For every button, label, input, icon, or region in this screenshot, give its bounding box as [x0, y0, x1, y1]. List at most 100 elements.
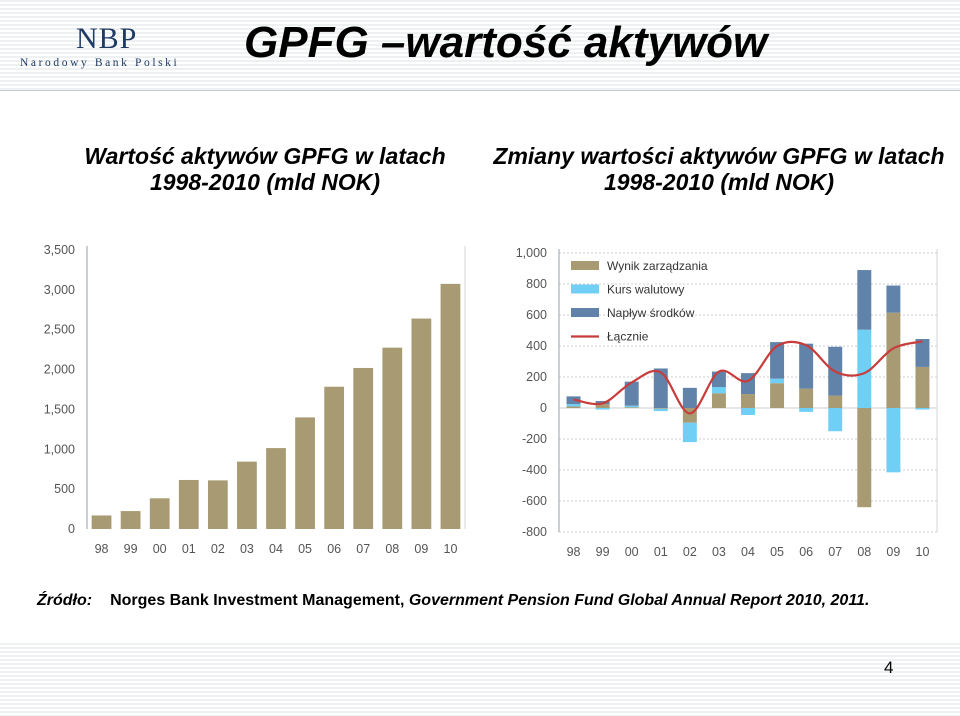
- x-tick-label: 01: [182, 542, 196, 556]
- management-result-bar: [653, 408, 668, 409]
- inflow-bar: [711, 371, 726, 388]
- y-tick-label: 1,500: [44, 402, 75, 416]
- y-tick-label: 0: [68, 522, 75, 536]
- asset-bar: [149, 498, 170, 529]
- y-tick-label: 2,000: [44, 363, 75, 377]
- x-tick-label: 02: [211, 542, 225, 556]
- currency-effect-bar: [711, 387, 726, 394]
- y-tick-label: 1,000: [516, 246, 547, 260]
- currency-effect-bar: [741, 408, 755, 415]
- x-tick-label: 05: [770, 545, 784, 559]
- legend-label: Napływ środków: [607, 306, 695, 320]
- total-change-line: [573, 340, 923, 415]
- asset-bar: [324, 386, 345, 529]
- y-tick-label: 400: [526, 339, 547, 353]
- inflow-bar: [915, 339, 930, 367]
- x-tick-label: 09: [414, 542, 428, 556]
- currency-effect-bar: [653, 408, 668, 412]
- currency-effect-bar: [799, 408, 814, 412]
- asset-bar: [295, 417, 315, 529]
- inflow-bar: [799, 343, 814, 389]
- source-text-2: Government Pension Fund Global Annual Re…: [408, 592, 822, 609]
- y-tick-label: 600: [526, 308, 547, 322]
- logo-text: NBP: [76, 22, 138, 55]
- asset-bar: [411, 318, 432, 529]
- legend-label: Łącznie: [607, 330, 649, 344]
- currency-effect-bar: [566, 404, 581, 407]
- asset-bar: [207, 480, 228, 529]
- inflow-bar: [653, 368, 668, 408]
- asset-bar: [353, 367, 374, 529]
- y-tick-label: 500: [54, 482, 75, 496]
- y-tick-label: 3,000: [44, 283, 75, 297]
- management-result-bar: [828, 395, 843, 408]
- y-tick-label: 2,500: [44, 323, 75, 337]
- header-band: [0, 0, 960, 90]
- currency-effect-bar: [682, 422, 697, 443]
- page-number: 4: [884, 658, 894, 677]
- inflow-bar: [886, 285, 901, 313]
- y-tick-label: 200: [526, 370, 547, 384]
- x-tick-label: 99: [596, 545, 610, 559]
- x-tick-label: 05: [298, 542, 312, 556]
- source-note: Źródło: Norges Bank Investment Management…: [37, 592, 869, 610]
- x-tick-label: 08: [385, 542, 399, 556]
- logo-subtitle: Narodowy Bank Polski: [20, 57, 180, 69]
- currency-effect-bar: [770, 378, 785, 384]
- x-tick-label: 98: [95, 542, 109, 556]
- footer-band: [0, 643, 960, 716]
- management-result-bar: [770, 383, 785, 408]
- x-tick-label: 08: [857, 545, 871, 559]
- x-tick-label: 03: [240, 542, 254, 556]
- source-label: Źródło:: [37, 592, 93, 609]
- x-tick-label: 03: [712, 545, 726, 559]
- management-result-bar: [566, 406, 581, 408]
- management-result-bar: [857, 408, 872, 508]
- currency-effect-bar: [915, 408, 930, 410]
- x-tick-label: 10: [444, 542, 458, 556]
- x-tick-label: 01: [654, 545, 668, 559]
- x-tick-label: 07: [356, 542, 370, 556]
- asset-bar: [440, 283, 461, 529]
- management-result-bar: [711, 393, 726, 408]
- x-tick-label: 98: [567, 545, 581, 559]
- left-chart-title: Wartość aktywów GPFG w latach 1998-2010 …: [84, 143, 446, 195]
- y-tick-label: -600: [522, 494, 547, 508]
- x-tick-label: 02: [683, 545, 697, 559]
- x-tick-label: 06: [327, 542, 341, 556]
- x-tick-label: 06: [799, 545, 813, 559]
- x-tick-label: 04: [269, 542, 283, 556]
- asset-bar: [91, 515, 112, 529]
- currency-effect-bar: [886, 408, 901, 473]
- y-tick-label: 3,500: [44, 243, 75, 257]
- asset-bar: [178, 479, 199, 529]
- x-tick-label: 07: [828, 545, 842, 559]
- legend-label: Wynik zarządzania: [607, 259, 708, 273]
- asset-bar: [266, 448, 286, 529]
- source-text-3: , 2011.: [821, 592, 870, 609]
- management-result-bar: [915, 366, 930, 408]
- legend-swatch: [571, 261, 599, 270]
- management-result-bar: [624, 407, 639, 408]
- source-text-1: Norges Bank Investment Management,: [110, 592, 409, 609]
- page-title: GPFG –wartość aktywów: [244, 18, 768, 67]
- management-result-bar: [799, 388, 814, 408]
- management-result-bar: [741, 394, 755, 408]
- inflow-bar: [682, 387, 697, 408]
- header-divider: [0, 90, 960, 91]
- currency-effect-bar: [624, 405, 639, 408]
- y-tick-label: 1,000: [44, 442, 75, 456]
- x-tick-label: 99: [124, 542, 138, 556]
- y-tick-label: -200: [522, 432, 547, 446]
- asset-bar: [382, 347, 403, 529]
- currency-effect-bar: [828, 408, 843, 432]
- legend-swatch: [571, 284, 599, 294]
- management-result-bar: [595, 404, 610, 408]
- y-tick-label: -400: [522, 463, 547, 477]
- management-result-bar: [886, 312, 901, 408]
- currency-effect-bar: [595, 408, 610, 410]
- asset-bar: [120, 511, 141, 529]
- right-chart-title: Zmiany wartości aktywów GPFG w latach 19…: [493, 143, 945, 195]
